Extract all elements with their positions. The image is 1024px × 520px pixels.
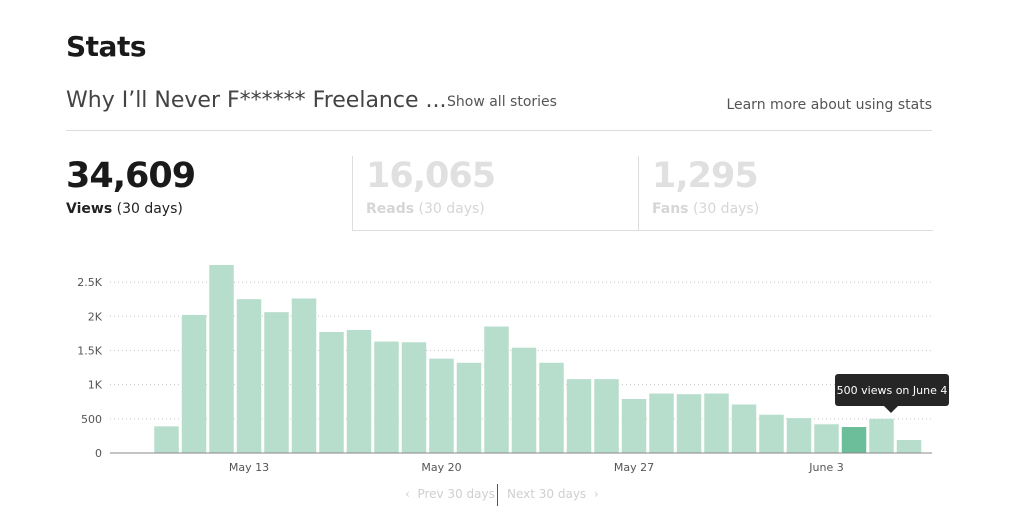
chart-bar bbox=[539, 362, 564, 453]
chart-bar bbox=[154, 426, 179, 453]
reads-value: 16,065 bbox=[366, 156, 496, 196]
prev-30-days-button[interactable]: ‹ Prev 30 days bbox=[405, 487, 495, 501]
story-title[interactable]: Why I’ll Never F****** Freelance ... bbox=[66, 88, 447, 113]
chart-bar bbox=[814, 424, 839, 453]
views-label: Views (30 days) bbox=[66, 201, 183, 217]
chart-bar bbox=[456, 362, 482, 453]
chart-bar bbox=[236, 299, 262, 453]
x-tick-label: May 20 bbox=[421, 461, 461, 474]
tooltip-arrow bbox=[884, 406, 898, 413]
chart-bar bbox=[621, 398, 647, 453]
chart-bar bbox=[869, 418, 894, 453]
fans-stat-tab[interactable]: 1,295 Fans (30 days) bbox=[638, 156, 933, 231]
chart-bar bbox=[566, 379, 592, 453]
chart-bar bbox=[291, 298, 317, 453]
chart-bar bbox=[346, 329, 372, 453]
fans-label: Fans (30 days) bbox=[652, 201, 760, 217]
learn-more-link[interactable]: Learn more about using stats bbox=[726, 97, 932, 113]
pager-divider bbox=[497, 484, 498, 506]
y-tick-label: 1K bbox=[88, 379, 103, 392]
chart-bar bbox=[731, 404, 757, 453]
x-tick-label: May 13 bbox=[229, 461, 269, 474]
show-all-stories-link[interactable]: Show all stories bbox=[447, 94, 557, 110]
chart-bar bbox=[209, 265, 234, 453]
chart-bar bbox=[319, 331, 344, 453]
chart-bar bbox=[676, 394, 702, 453]
header-divider bbox=[66, 130, 932, 131]
y-tick-label: 0 bbox=[95, 447, 102, 460]
chart-tooltip: 500 views on June 4 bbox=[835, 374, 949, 406]
reads-stat-tab[interactable]: 16,065 Reads (30 days) bbox=[352, 156, 639, 231]
chart-bar bbox=[264, 312, 289, 453]
views-stat-tab[interactable]: 34,609 Views (30 days) bbox=[66, 156, 352, 230]
y-tick-label: 2K bbox=[88, 310, 103, 323]
chart-bar bbox=[594, 379, 619, 453]
chart-bar bbox=[374, 341, 399, 453]
x-tick-label: May 27 bbox=[614, 461, 654, 474]
y-tick-label: 1.5K bbox=[77, 344, 102, 357]
chart-bar bbox=[511, 347, 537, 453]
next-30-days-button[interactable]: Next 30 days › bbox=[507, 487, 599, 501]
y-tick-label: 500 bbox=[81, 413, 102, 426]
chart-bar bbox=[896, 440, 922, 453]
chart-bar bbox=[484, 326, 509, 453]
y-tick-label: 2.5K bbox=[77, 276, 102, 289]
chart-bar bbox=[649, 393, 674, 453]
chart-bar bbox=[401, 342, 427, 453]
chart-bar bbox=[704, 393, 729, 453]
chart-bar bbox=[181, 314, 207, 453]
reads-label: Reads (30 days) bbox=[366, 201, 485, 217]
chart-bar bbox=[759, 414, 784, 453]
x-tick-label: June 3 bbox=[808, 461, 843, 474]
chart-bar bbox=[841, 427, 867, 453]
chart-bar bbox=[786, 418, 812, 453]
chart-bar bbox=[429, 358, 454, 453]
fans-value: 1,295 bbox=[652, 156, 759, 196]
views-value: 34,609 bbox=[66, 156, 196, 196]
page-title: Stats bbox=[66, 30, 147, 63]
